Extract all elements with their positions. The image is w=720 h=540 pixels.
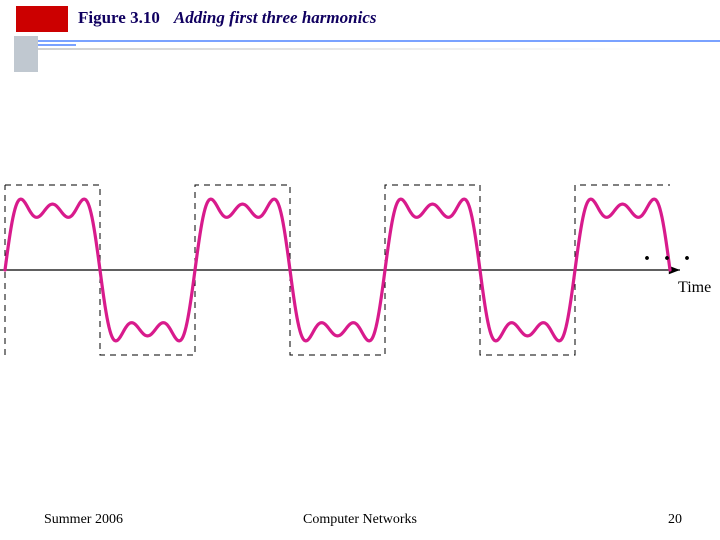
figure-title: Adding first three harmonics [174, 8, 377, 28]
slide-root: Figure 3.10 Adding first three harmonics… [0, 0, 720, 540]
rule-blue-long [38, 40, 720, 42]
decor-gray-block [14, 36, 38, 72]
footer-center: Computer Networks [0, 512, 720, 528]
rule-blue-short [38, 44, 76, 46]
svg-text:Time: Time [678, 279, 711, 296]
rule-gray-fade [38, 48, 720, 50]
title-line: Figure 3.10 Adding first three harmonics [78, 8, 376, 28]
footer-right: 20 [668, 512, 682, 528]
chart-container: . . . Time [0, 120, 720, 420]
decor-red-block [16, 6, 68, 32]
chart-labels: . . . Time [644, 240, 711, 296]
harmonics-chart: . . . Time [0, 120, 720, 420]
svg-text:. . .: . . . [644, 240, 694, 266]
slide-header: Figure 3.10 Adding first three harmonics [0, 0, 720, 62]
figure-number: Figure 3.10 [78, 8, 160, 28]
slide-footer: Summer 2006 Computer Networks 20 [0, 504, 720, 528]
